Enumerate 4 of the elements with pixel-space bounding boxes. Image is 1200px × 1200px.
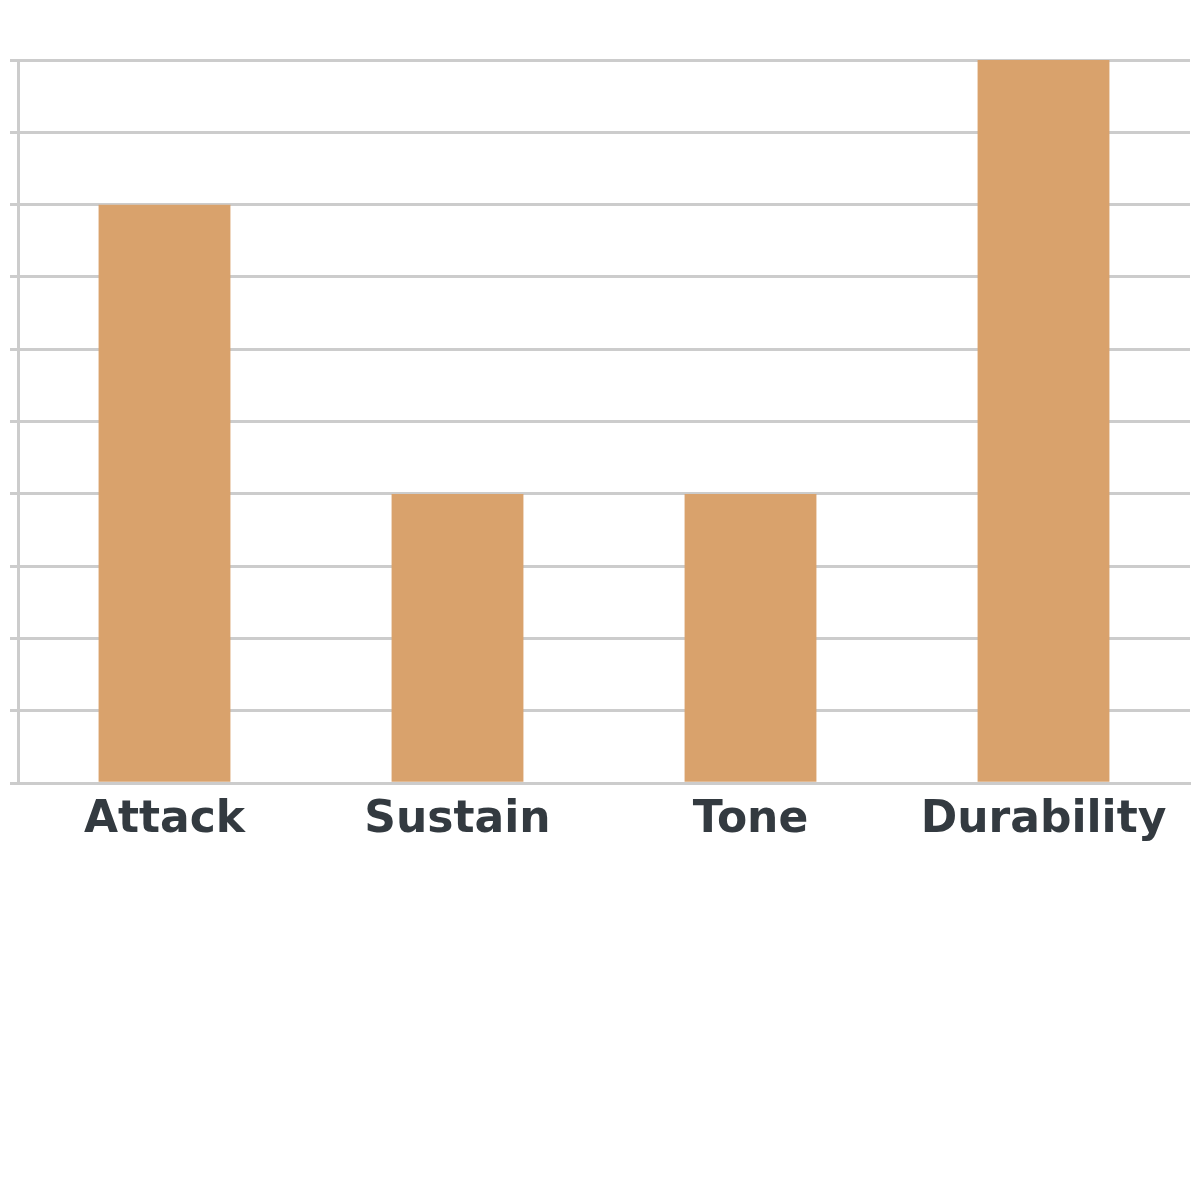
x-tick-label: Durability [920,791,1167,843]
x-tick-label: Sustain [364,791,551,843]
x-tick-label: Attack [83,791,247,843]
x-tick-label: Tone [692,791,809,843]
